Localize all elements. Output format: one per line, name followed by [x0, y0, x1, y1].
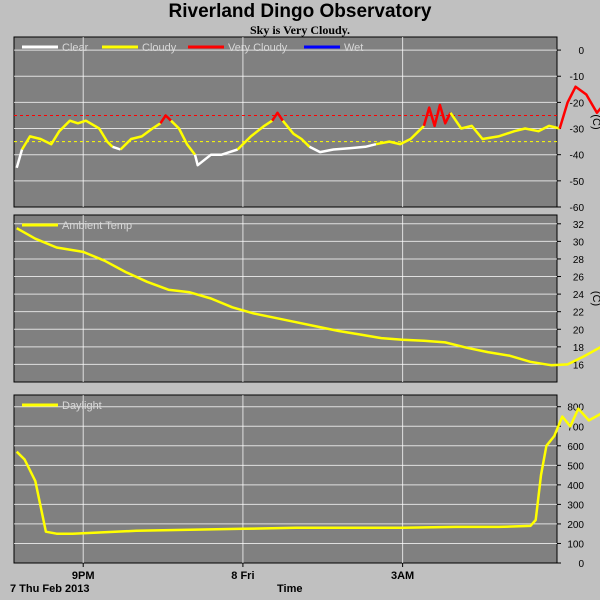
y-tick-label: 20 [573, 325, 585, 336]
series-segment-very-cloudy [558, 85, 600, 129]
series-segment-cloudy [236, 119, 273, 151]
series-segment-cloudy [281, 119, 311, 148]
legend-label: Very Cloudy [228, 42, 288, 54]
y-tick-label: 18 [573, 343, 585, 354]
plot-area-ambient [13, 214, 558, 383]
series-segment-clear [112, 145, 121, 151]
y-tick-label: -60 [570, 203, 585, 214]
chart-title: Riverland Dingo Observatory [168, 1, 432, 22]
series-segment-cloudy [449, 112, 560, 141]
y-tick-label: 24 [573, 290, 585, 301]
y-tick-label: -50 [570, 177, 585, 188]
series-segment-cloudy [119, 122, 162, 151]
y-tick-label: 600 [567, 442, 584, 453]
y-tick-label: 100 [567, 539, 584, 550]
y-tick-label: -10 [570, 72, 585, 83]
series-segment-very-cloudy [271, 111, 284, 122]
y-tick-label: 28 [573, 255, 585, 266]
y-axis-unit: (C) [590, 114, 600, 129]
date-label: 7 Thu Feb 2013 [10, 583, 90, 595]
legend-label: Daylight [62, 400, 102, 412]
series-segment-cloudy [375, 125, 425, 146]
y-tick-label: 32 [573, 220, 585, 231]
series-segment-clear [308, 142, 377, 154]
series-line [16, 227, 600, 367]
series-segment-cloudy [170, 119, 196, 156]
y-tick-label: -40 [570, 151, 585, 162]
legend-label: Wet [344, 42, 363, 54]
y-axis-unit: (C) [590, 291, 600, 306]
x-tick-label: 9PM [72, 570, 95, 582]
y-tick-label: 26 [573, 273, 585, 284]
y-tick-label: 30 [573, 237, 585, 248]
series-segment-very-cloudy [159, 114, 172, 125]
y-tick-label: 0 [578, 559, 584, 570]
y-tick-label: 22 [573, 308, 585, 319]
plot-area-sky [13, 36, 558, 208]
y-tick-label: 200 [567, 520, 584, 531]
y-tick-label: 400 [567, 481, 584, 492]
y-tick-label: -30 [570, 125, 585, 136]
y-tick-label: 800 [567, 403, 584, 414]
y-tick-label: -20 [570, 98, 585, 109]
x-tick-label: 8 Fri [231, 570, 254, 582]
x-tick-label: 3AM [391, 570, 414, 582]
plot-area-daylight [13, 394, 558, 564]
y-tick-label: 16 [573, 360, 585, 371]
x-axis-title: Time [277, 583, 303, 595]
series-segment-clear [193, 148, 238, 167]
series-segment-cloudy [20, 119, 114, 151]
y-tick-label: 300 [567, 500, 584, 511]
series-segment-very-cloudy [422, 103, 452, 128]
y-tick-label: 500 [567, 461, 584, 472]
legend-label: Cloudy [142, 42, 177, 54]
y-tick-label: 700 [567, 422, 584, 433]
chart-subtitle: Sky is Very Cloudy. [249, 23, 351, 37]
series-line [15, 407, 600, 535]
series-segment-clear [15, 149, 24, 169]
y-tick-label: 0 [578, 46, 584, 57]
legend-label: Clear [62, 42, 89, 54]
legend-label: Ambient Temp [62, 220, 132, 232]
